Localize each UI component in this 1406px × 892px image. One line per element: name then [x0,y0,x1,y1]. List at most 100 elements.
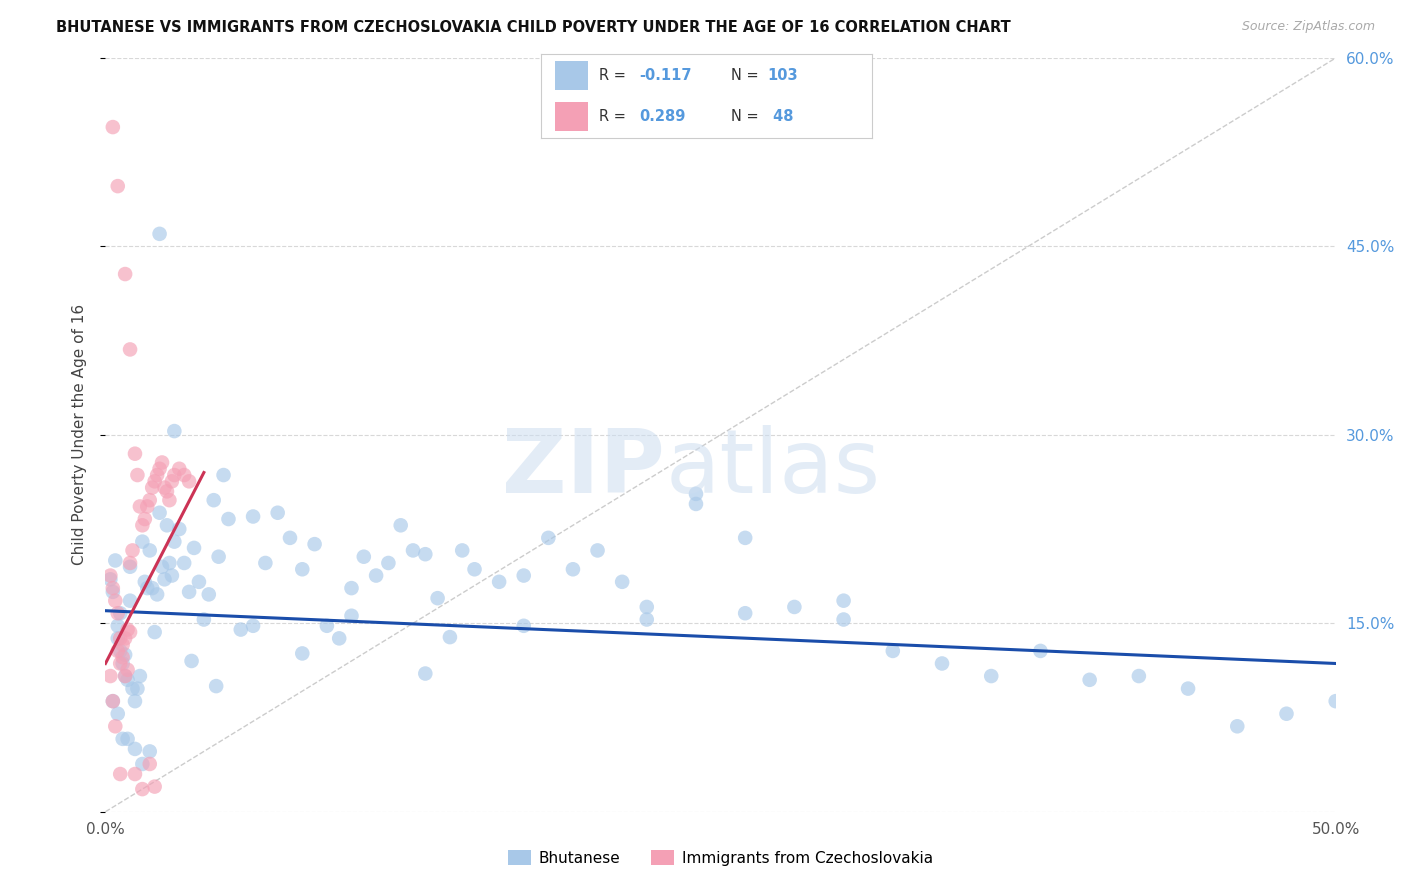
Point [188,574,211,589]
Point [107,706,129,721]
Text: R =: R = [599,109,626,124]
Point [150,455,173,469]
Point [114,669,136,683]
Point [402,543,425,558]
Point [143,780,166,794]
Point [124,694,146,708]
Point [1324,694,1347,708]
Point [202,493,225,508]
Text: BHUTANESE VS IMMIGRANTS FROM CZECHOSLOVAKIA CHILD POVERTY UNDER THE AGE OF 16 CO: BHUTANESE VS IMMIGRANTS FROM CZECHOSLOVA… [56,20,1011,35]
Point [111,650,134,665]
Point [107,179,129,194]
Point [136,581,159,595]
Point [205,679,228,693]
Point [169,462,191,476]
Point [104,593,127,607]
Point [562,562,585,576]
Point [340,581,363,595]
Point [254,556,277,570]
Point [117,663,139,677]
Point [138,756,162,771]
Point [101,694,124,708]
Point [439,630,461,644]
Point [537,531,560,545]
Point [120,593,141,607]
Legend: Bhutanese, Immigrants from Czechoslovakia: Bhutanese, Immigrants from Czechoslovaki… [502,844,939,871]
Point [193,613,215,627]
Point [513,619,536,633]
Point [120,625,141,640]
Point [114,632,136,646]
Point [143,625,166,640]
Point [120,556,141,570]
Point [114,669,136,683]
Point [389,518,412,533]
Text: Source: ZipAtlas.com: Source: ZipAtlas.com [1241,20,1375,33]
Point [107,619,129,633]
Point [636,599,658,614]
Point [636,613,658,627]
Point [1078,673,1101,687]
Point [1177,681,1199,696]
Point [610,574,633,589]
Point [149,462,172,476]
Point [208,549,231,564]
Point [98,572,122,586]
Point [111,657,134,671]
Point [120,559,141,574]
Text: R =: R = [599,68,626,83]
Point [127,468,149,483]
Point [131,756,153,771]
Point [121,681,143,696]
Point [488,574,510,589]
Point [149,227,172,241]
Point [291,647,314,661]
Point [143,475,166,489]
Point [340,608,363,623]
Point [229,623,252,637]
Point [129,500,152,514]
Point [104,553,127,567]
Point [980,669,1002,683]
Point [138,744,162,758]
Point [101,120,124,134]
Point [163,424,186,438]
Point [107,644,129,658]
Point [366,568,388,582]
Point [131,782,153,797]
Point [586,543,609,558]
Bar [554,102,588,130]
Point [98,669,122,683]
Point [160,475,183,489]
Point [183,541,205,555]
Point [832,593,855,607]
Point [242,619,264,633]
Point [111,638,134,652]
Point [101,694,124,708]
Point [107,606,129,620]
Point [513,568,536,582]
Point [117,623,139,637]
Point [114,267,136,281]
Point [163,468,186,483]
Point [685,497,707,511]
Point [114,648,136,662]
Point [129,669,152,683]
Text: atlas: atlas [665,425,880,512]
Point [110,657,132,671]
Point [124,767,146,781]
Point [153,481,176,495]
Point [141,581,163,595]
Point [127,681,149,696]
Point [149,506,172,520]
Point [110,767,132,781]
Point [278,531,301,545]
Point [124,742,146,756]
Point [150,559,173,574]
Point [156,518,179,533]
Point [179,585,201,599]
Point [156,484,179,499]
Point [141,481,163,495]
Point [101,585,124,599]
Point [117,731,139,746]
